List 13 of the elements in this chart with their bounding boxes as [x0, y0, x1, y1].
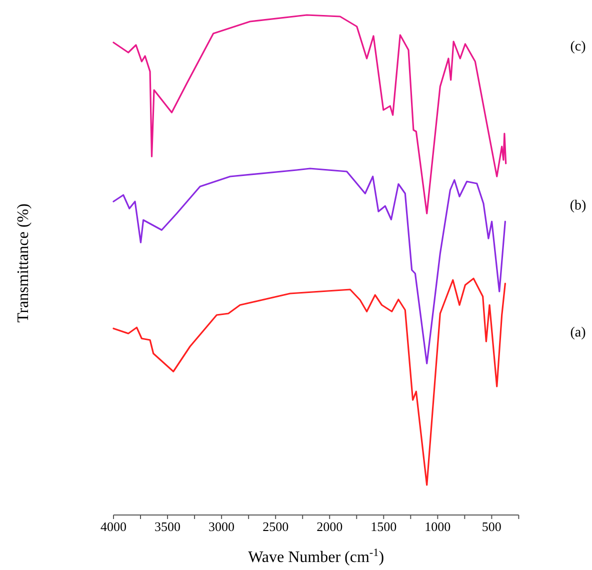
y-axis-title: Transmittance (%): [15, 204, 32, 322]
x-tick-label: 2500: [262, 519, 289, 534]
x-tick-label: 4000: [100, 519, 126, 534]
x-tick-label: 3500: [154, 519, 181, 534]
x-tick-label: 3000: [208, 519, 235, 534]
text: (b): [570, 198, 586, 214]
text: (a): [570, 326, 586, 340]
x-tick-label: 1000: [424, 519, 451, 534]
x-tick-label: 500: [482, 519, 502, 534]
x-tick-label: 2000: [316, 519, 343, 534]
x-tick-label: 1500: [370, 519, 397, 534]
x-axis-title: Wave Number (cm$^{-1}$): [248, 547, 384, 566]
text: (c): [570, 40, 586, 54]
